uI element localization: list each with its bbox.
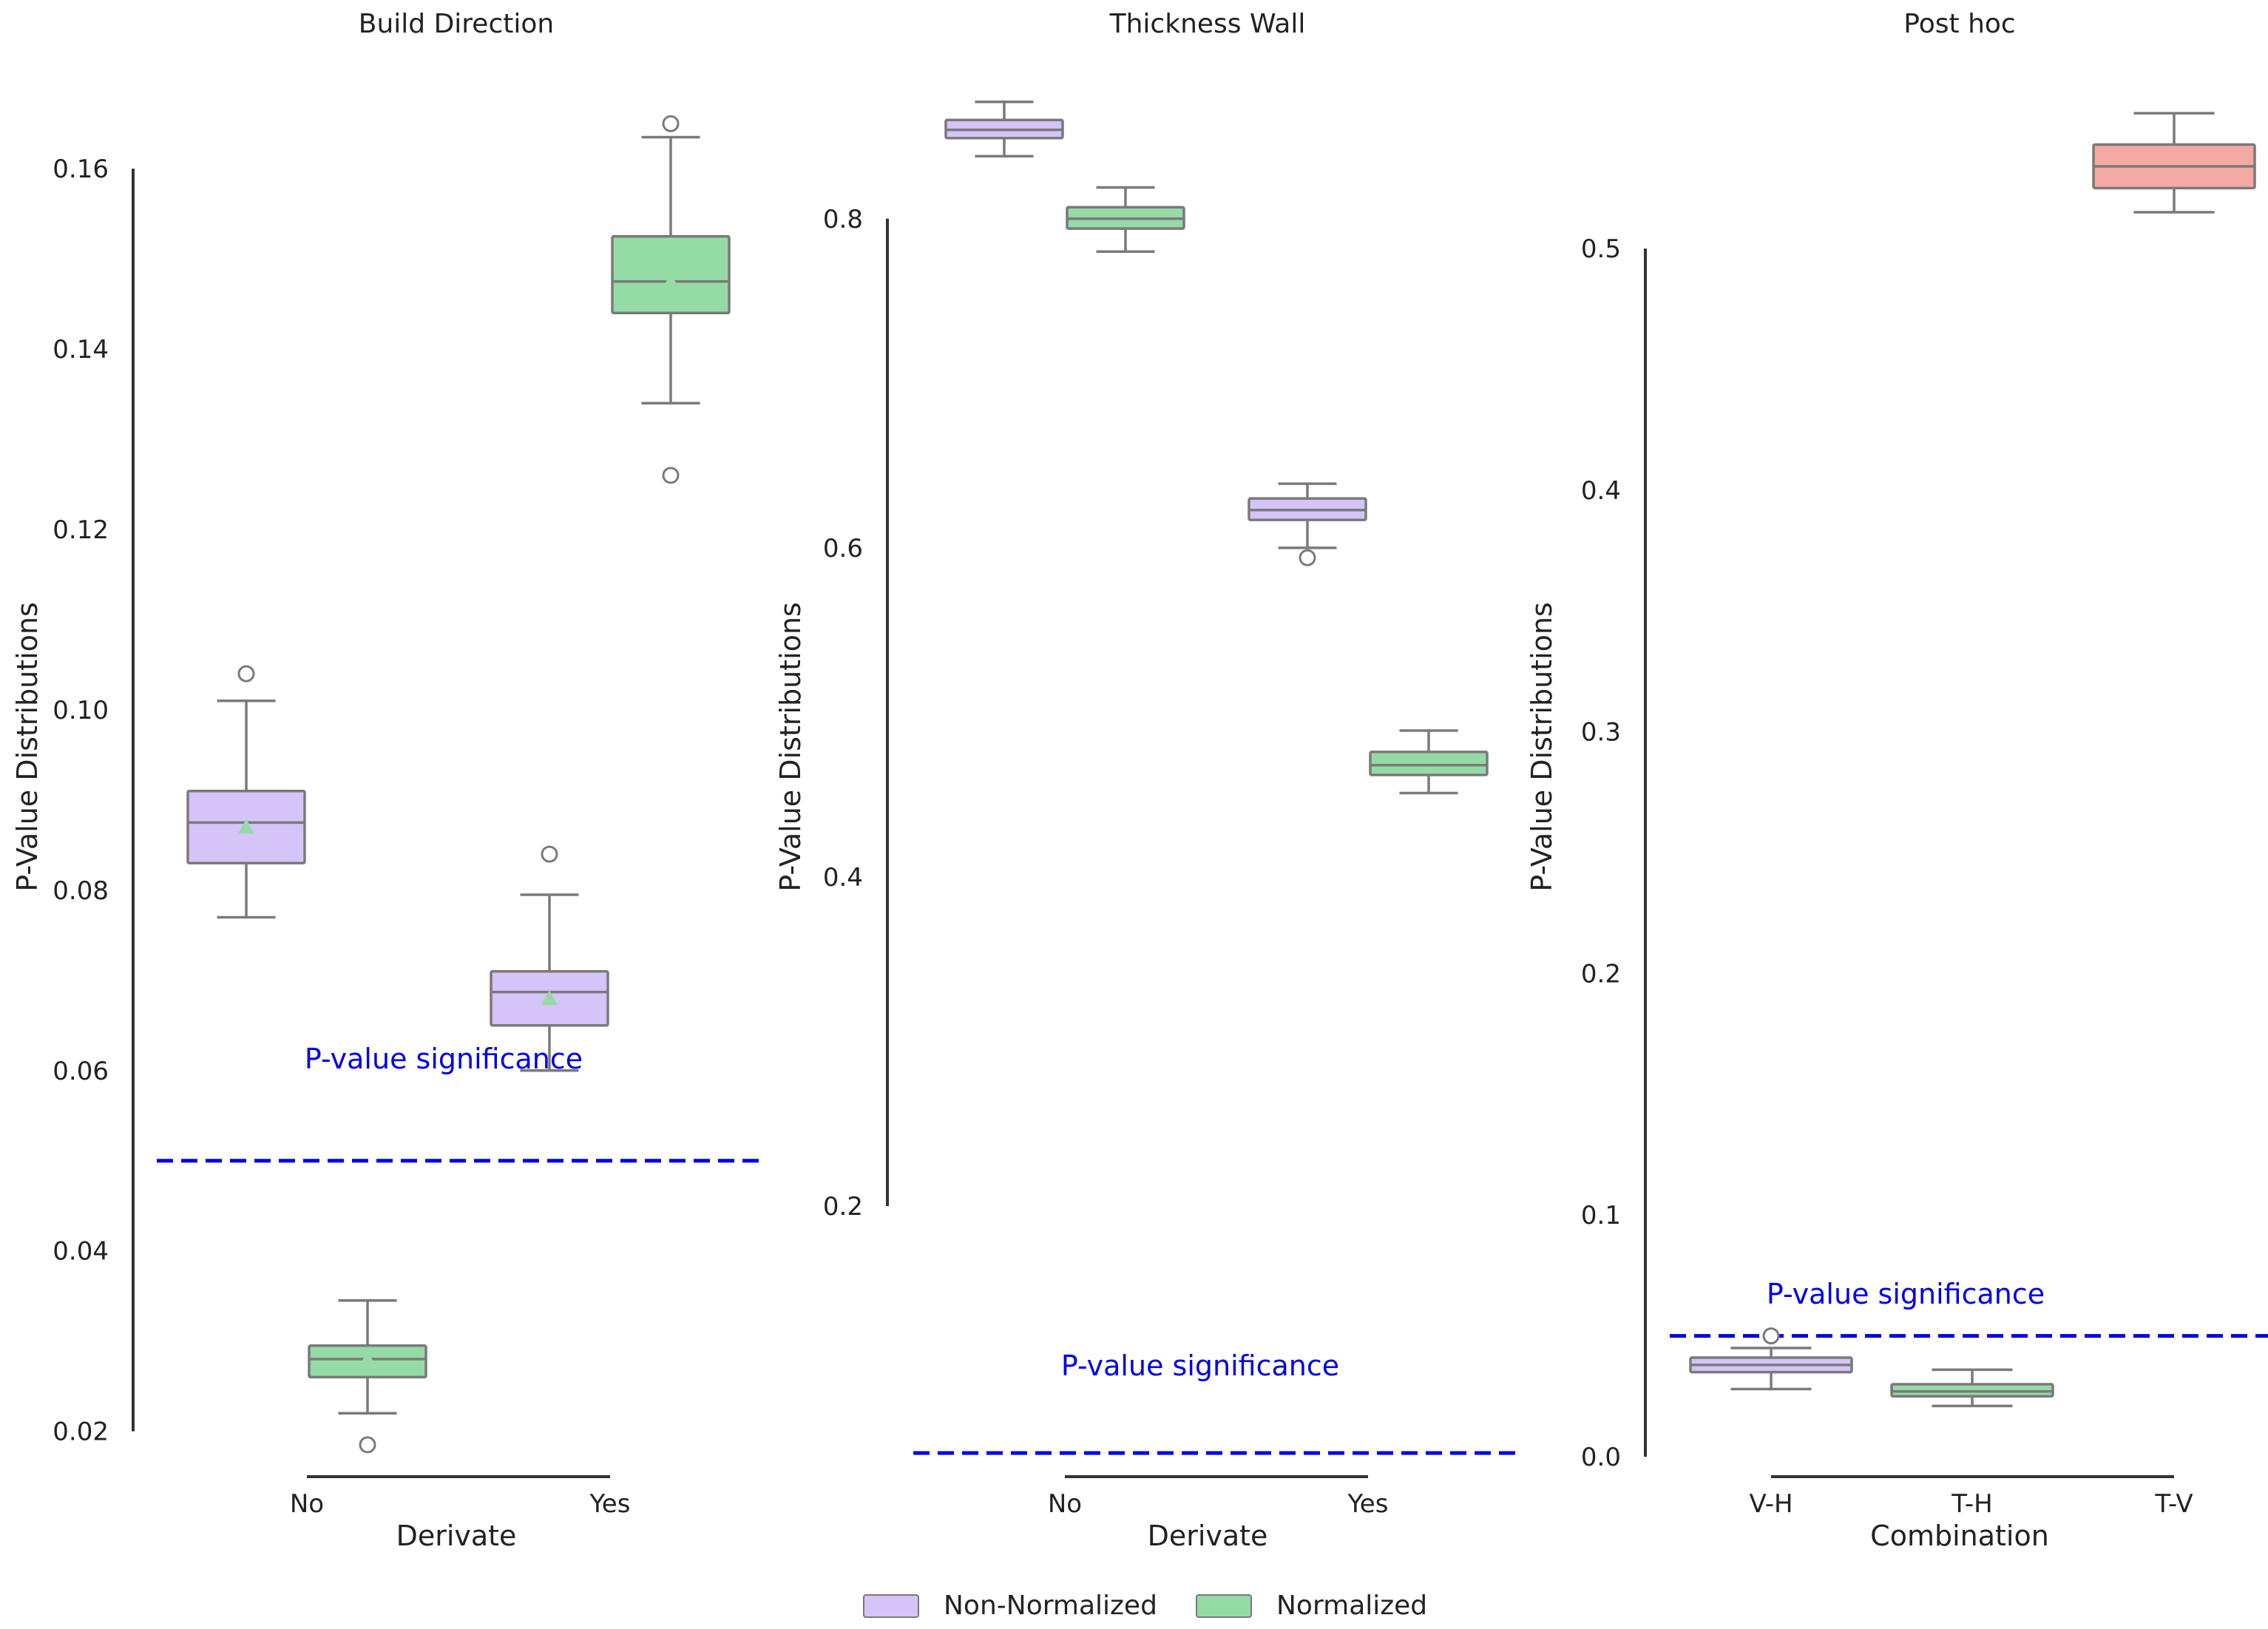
y-tick-labels: 0.2 0.4 0.6 0.8 (823, 205, 863, 1222)
box-plots (1689, 112, 2256, 1408)
box-non-normalized-no (186, 665, 306, 919)
threshold-label: P-value significance (1061, 1349, 1339, 1382)
y-tick-label: 0.3 (1581, 718, 1621, 748)
legend-swatch-non-normalized (863, 1594, 919, 1618)
x-tick-label: T-V (2154, 1489, 2193, 1519)
significance-threshold: P-value significance (1670, 1278, 2268, 1338)
y-tick-label: 0.0 (1581, 1443, 1621, 1472)
panel-post-hoc: Post hoc P-Value Distributions Combinati… (1526, 9, 2268, 1552)
y-tick-label: 0.04 (53, 1237, 109, 1267)
significance-threshold: P-value significance (157, 1043, 765, 1163)
axes (132, 169, 610, 1478)
outlier-point (359, 1436, 376, 1454)
x-tick-label: No (290, 1489, 324, 1519)
outlier-point (1762, 1327, 1780, 1345)
y-tick-label: 0.16 (53, 155, 109, 184)
outlier-point (237, 665, 255, 683)
outlier-point (662, 115, 680, 132)
y-tick-label: 0.08 (53, 876, 109, 906)
axes (1644, 248, 2174, 1478)
box-normalized-no (308, 1299, 427, 1454)
axes (886, 218, 1368, 1478)
x-axis-label: Derivate (396, 1520, 517, 1552)
y-tick-label: 0.4 (1581, 476, 1621, 506)
mean-marker (541, 990, 558, 1006)
panel-title: Build Direction (359, 9, 554, 39)
panel-title: Post hoc (1903, 9, 2015, 39)
y-tick-labels: 0.02 0.04 0.06 0.08 0.10 0.12 0.14 0.16 (53, 155, 109, 1446)
x-tick-labels: No Yes (1048, 1489, 1389, 1519)
y-tick-label: 0.5 (1581, 234, 1621, 264)
y-axis-label: P-Value Distributions (11, 602, 44, 892)
x-tick-label: T-H (1951, 1489, 1992, 1519)
x-tick-labels: No Yes (290, 1489, 631, 1519)
box-non-normalized-no (944, 101, 1064, 158)
box-post-hoc-v-h (1689, 1327, 1853, 1391)
y-tick-label: 0.1 (1581, 1201, 1621, 1230)
panel-thickness-wall: Thickness Wall P-Value Distributions Der… (774, 9, 1520, 1552)
x-axis-label: Derivate (1148, 1520, 1268, 1552)
box-non-normalized-yes (490, 845, 609, 1072)
iqr-box (1369, 751, 1489, 776)
mean-marker (238, 819, 254, 834)
y-tick-label: 0.12 (53, 515, 109, 545)
y-axis-label: P-Value Distributions (774, 602, 807, 892)
x-tick-label: V-H (1749, 1489, 1793, 1519)
box-non-normalized-yes (1248, 482, 1367, 566)
y-tick-label: 0.10 (53, 696, 109, 725)
y-tick-label: 0.4 (823, 863, 863, 893)
y-tick-label: 0.2 (1581, 959, 1621, 989)
x-tick-label: Yes (589, 1489, 631, 1519)
y-tick-label: 0.8 (823, 205, 863, 234)
x-tick-label: No (1048, 1489, 1082, 1519)
y-axis-label: P-Value Distributions (1526, 602, 1558, 892)
x-axis-label: Combination (1870, 1520, 2049, 1552)
legend: Non-Normalized Normalized (863, 1591, 1427, 1621)
panel-build-direction: Build Direction P-Value Distributions De… (11, 9, 765, 1552)
box-normalized-no (1066, 186, 1185, 254)
mean-marker (359, 1351, 376, 1366)
box-normalized-yes (611, 115, 731, 484)
y-tick-label: 0.06 (53, 1057, 109, 1086)
box-post-hoc-t-h (1890, 1368, 2054, 1408)
box-normalized-yes (1369, 729, 1489, 795)
y-tick-label: 0.02 (53, 1418, 109, 1447)
mean-marker (663, 273, 679, 288)
x-tick-labels: V-H T-H T-V (1749, 1489, 2193, 1519)
legend-swatch-normalized (1196, 1594, 1252, 1618)
y-tick-label: 0.14 (53, 335, 109, 365)
outlier-point (1299, 549, 1316, 566)
y-tick-labels: 0.0 0.1 0.2 0.3 0.4 0.5 (1581, 234, 1621, 1472)
y-tick-label: 0.2 (823, 1192, 863, 1222)
box-plots (944, 101, 1489, 795)
outlier-point (541, 845, 558, 863)
threshold-label: P-value significance (1767, 1278, 2045, 1310)
panel-title: Thickness Wall (1109, 9, 1306, 39)
legend-label-normalized: Normalized (1276, 1591, 1427, 1621)
x-tick-label: Yes (1347, 1489, 1389, 1519)
legend-label-non-normalized: Non-Normalized (944, 1591, 1157, 1621)
y-tick-label: 0.6 (823, 534, 863, 563)
outlier-point (662, 467, 680, 484)
box-post-hoc-t-v (2092, 112, 2256, 214)
box-plots (186, 115, 731, 1454)
significance-threshold: P-value significance (913, 1349, 1520, 1455)
